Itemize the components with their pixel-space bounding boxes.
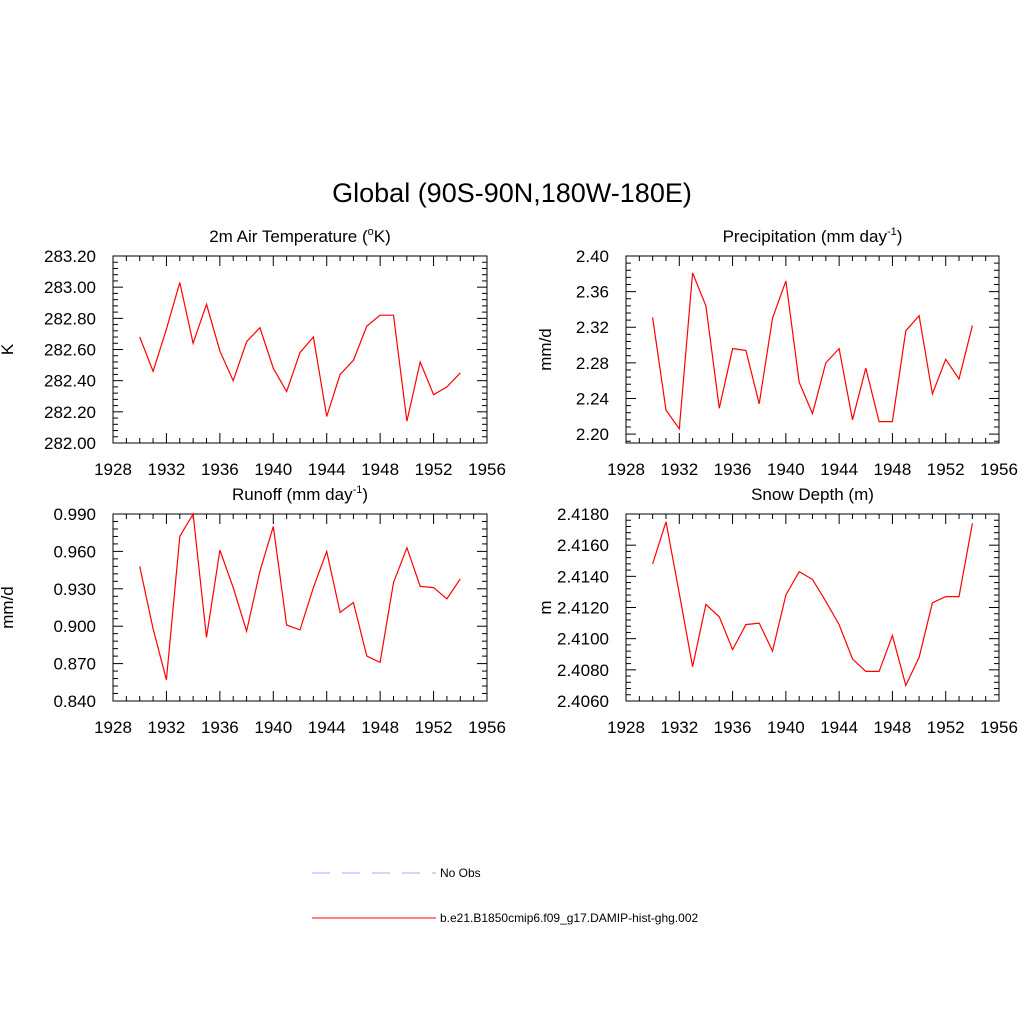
y-axis-label: mm/d — [0, 586, 17, 629]
y-tick-label: 0.960 — [53, 542, 96, 561]
panel-title: Snow Depth (m) — [751, 485, 874, 504]
y-tick-label: 2.24 — [576, 389, 609, 408]
x-tick-label: 1936 — [714, 718, 752, 737]
panel-air-temperature: 2m Air Temperature (oK) K 1928 1932 1936 1940… — [0, 226, 506, 479]
figure-title: Global (90S-90N,180W-180E) — [332, 178, 692, 208]
y-tick-label: 2.4140 — [557, 567, 609, 586]
x-tick-label: 1948 — [874, 718, 912, 737]
y-tick-label: 2.4060 — [557, 692, 609, 711]
legend: No Obs b.e21.B1850cmip6.f09_g17.DAMIP-hi… — [312, 866, 698, 925]
legend-label-model: b.e21.B1850cmip6.f09_g17.DAMIP-hist-ghg.… — [440, 911, 698, 925]
x-tick-label: 1936 — [201, 460, 239, 479]
x-tick-label: 1928 — [94, 460, 132, 479]
x-tick-label: 1944 — [820, 718, 858, 737]
panel-title-superscript: -1 — [887, 226, 897, 238]
panel-title: 2m Air Temperature (oK) — [209, 226, 391, 246]
x-tick-label: 1928 — [607, 460, 645, 479]
y-tick-label: 0.900 — [53, 617, 96, 636]
x-tick-label: 1932 — [148, 718, 186, 737]
y-tick-label: 282.40 — [44, 372, 96, 391]
series-line-snow-depth — [652, 521, 973, 688]
x-tick-label: 1940 — [767, 718, 805, 737]
x-tick-label: 1936 — [714, 460, 752, 479]
panel-title: Runoff (mm day-1) — [232, 484, 368, 504]
panel-title-part: ) — [897, 227, 903, 246]
y-axis-label: mm/d — [536, 328, 555, 371]
y-tick-label: 2.36 — [576, 283, 609, 302]
plot-frame — [112, 513, 488, 702]
y-tick-label: 282.20 — [44, 403, 96, 422]
plot-frame — [112, 255, 488, 444]
panel-title: Precipitation (mm day-1) — [723, 226, 903, 246]
x-tick-label: 1944 — [308, 718, 346, 737]
x-tick-label: 1952 — [415, 460, 453, 479]
y-tick-label: 283.00 — [44, 278, 96, 297]
y-tick-label: 2.40 — [576, 247, 609, 266]
x-tick-label: 1956 — [468, 460, 506, 479]
x-tick-label: 1932 — [660, 460, 698, 479]
series-line-air-temperature — [139, 282, 461, 422]
x-tick-label: 1928 — [94, 718, 132, 737]
legend-label-no-obs: No Obs — [440, 866, 481, 880]
y-axis-label: m — [536, 600, 555, 614]
panel-title-part: Snow Depth (m) — [751, 485, 874, 504]
x-tick-label: 1948 — [361, 460, 399, 479]
x-tick-label: 1952 — [415, 718, 453, 737]
series-line-precipitation — [652, 272, 973, 431]
x-tick-label: 1944 — [308, 460, 346, 479]
panel-precipitation: Precipitation (mm day-1) mm/d 1928 1932 1936… — [536, 226, 1018, 479]
y-tick-label: 0.930 — [53, 580, 96, 599]
x-tick-label: 1932 — [148, 460, 186, 479]
series-line-runoff — [139, 512, 461, 680]
y-tick-label: 282.00 — [44, 434, 96, 453]
panel-title-part: Runoff (mm day — [232, 485, 353, 504]
x-tick-label: 1944 — [820, 460, 858, 479]
panel-title-superscript: -1 — [353, 484, 363, 496]
y-tick-label: 2.4160 — [557, 536, 609, 555]
x-tick-label: 1956 — [468, 718, 506, 737]
y-tick-label: 0.870 — [53, 655, 96, 674]
y-tick-label: 0.990 — [53, 505, 96, 524]
panel-title-part: ) — [362, 485, 368, 504]
y-tick-label: 282.80 — [44, 309, 96, 328]
y-tick-label: 2.32 — [576, 318, 609, 337]
panel-runoff: Runoff (mm day-1) mm/d 1928 1932 1936 1940 194… — [0, 484, 506, 737]
x-tick-label: 1952 — [927, 718, 965, 737]
x-tick-label: 1940 — [254, 460, 292, 479]
y-tick-label: 0.840 — [53, 692, 96, 711]
x-tick-label: 1952 — [927, 460, 965, 479]
x-tick-label: 1948 — [361, 718, 399, 737]
x-tick-label: 1928 — [607, 718, 645, 737]
panel-title-part: K) — [374, 227, 391, 246]
x-tick-label: 1956 — [980, 460, 1018, 479]
x-tick-label: 1956 — [980, 718, 1018, 737]
y-tick-label: 283.20 — [44, 247, 96, 266]
y-axis-label: K — [0, 343, 17, 355]
x-tick-label: 1948 — [874, 460, 912, 479]
y-tick-label: 2.4120 — [557, 599, 609, 618]
x-tick-label: 1940 — [254, 718, 292, 737]
y-tick-label: 2.4080 — [557, 661, 609, 680]
panels-group: 2m Air Temperature (oK) K 1928 1932 1936 1940… — [0, 226, 1018, 737]
panel-title-part: 2m Air Temperature ( — [209, 227, 368, 246]
panel-snow-depth: Snow Depth (m) m 1928 1932 1936 1940 1944 1948 1… — [536, 485, 1018, 737]
panel-title-part: Precipitation (mm day — [723, 227, 888, 246]
x-tick-label: 1932 — [660, 718, 698, 737]
y-tick-label: 2.4180 — [557, 505, 609, 524]
y-tick-label: 282.60 — [44, 341, 96, 360]
x-tick-label: 1936 — [201, 718, 239, 737]
x-tick-label: 1940 — [767, 460, 805, 479]
y-tick-label: 2.20 — [576, 425, 609, 444]
y-tick-label: 2.28 — [576, 354, 609, 373]
y-tick-label: 2.4100 — [557, 630, 609, 649]
panel-title-superscript: o — [368, 226, 374, 238]
